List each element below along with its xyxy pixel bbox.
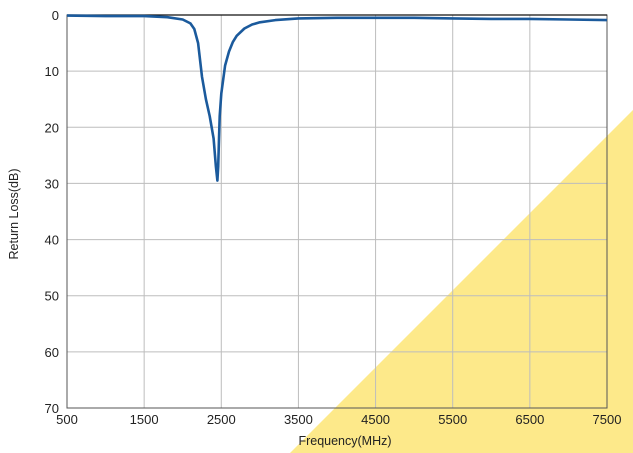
y-tick-label: 30	[45, 176, 59, 191]
y-tick-label: 0	[52, 8, 59, 23]
watermark-band	[290, 110, 633, 453]
y-tick-label: 40	[45, 233, 59, 248]
y-tick-label: 70	[45, 401, 59, 416]
y-tick-label: 60	[45, 345, 59, 360]
x-tick-label: 500	[56, 412, 78, 427]
x-tick-label: 6500	[515, 412, 544, 427]
y-tick-label: 50	[45, 289, 59, 304]
plot-frame	[66, 14, 608, 409]
y-tick-labels: 0 10 20 30 40 50 60 70	[45, 8, 59, 416]
return-loss-line	[66, 14, 608, 182]
x-axis-label: Frequency(MHz)	[298, 434, 391, 448]
series-layer	[66, 14, 608, 182]
x-tick-label: 1500	[130, 412, 159, 427]
x-tick-labels: 500 1500 2500 3500 4500 5500 6500 7500	[56, 412, 621, 427]
x-tick-label: 3500	[284, 412, 313, 427]
x-tick-label: 5500	[438, 412, 467, 427]
x-tick-label: 2500	[207, 412, 236, 427]
x-tick-label: 7500	[593, 412, 622, 427]
y-tick-label: 20	[45, 120, 59, 135]
grid	[66, 14, 608, 409]
y-axis-label: Return Loss(dB)	[7, 168, 21, 259]
x-tick-label: 4500	[361, 412, 390, 427]
y-tick-label: 10	[45, 64, 59, 79]
